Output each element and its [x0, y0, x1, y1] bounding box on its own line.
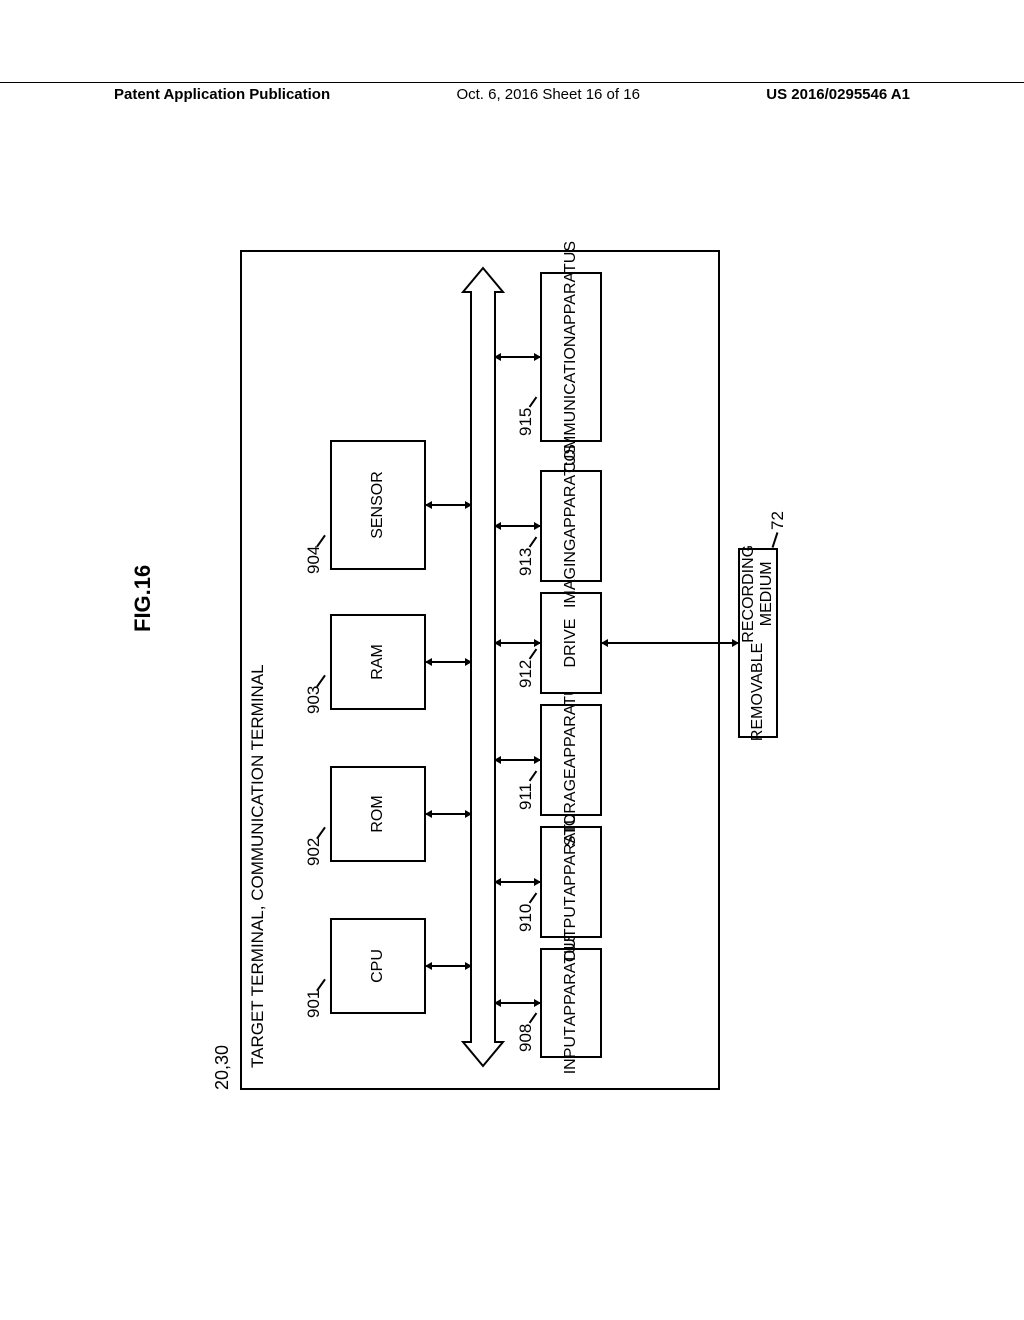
block-913: IMAGINGAPPARATUS — [540, 470, 602, 582]
outer-box — [240, 250, 720, 1090]
outer-ref: 20,30 — [212, 1045, 233, 1090]
ref-910: 910 — [516, 904, 536, 932]
block-911: STORAGEAPPARATUS — [540, 704, 602, 816]
block-901: CPU — [330, 918, 426, 1014]
ref-908: 908 — [516, 1024, 536, 1052]
conn-911 — [495, 759, 540, 761]
ref-903: 903 — [304, 686, 324, 714]
block-903: RAM — [330, 614, 426, 710]
ref-904: 904 — [304, 546, 324, 574]
diagram-rotator: 20,30 TARGET TERMINAL, COMMUNICATION TER… — [200, 210, 780, 1130]
diagram: 20,30 TARGET TERMINAL, COMMUNICATION TER… — [200, 210, 780, 1130]
ref-902: 902 — [304, 838, 324, 866]
header-center: Oct. 6, 2016 Sheet 16 of 16 — [456, 86, 639, 103]
block-908: INPUTAPPARATUS — [540, 948, 602, 1058]
ref-901: 901 — [304, 990, 324, 1018]
conn-903 — [426, 661, 471, 663]
conn-908 — [495, 1002, 540, 1004]
ref-915: 915 — [516, 408, 536, 436]
ref-72: 72 — [768, 511, 788, 530]
header-left: Patent Application Publication — [114, 86, 330, 103]
header-right: US 2016/0295546 A1 — [766, 86, 910, 103]
conn-904 — [426, 504, 471, 506]
conn-912 — [495, 642, 540, 644]
figure-area: FIG.16 20,30 TARGET TERMINAL, COMMUNICAT… — [120, 180, 880, 1180]
ref-911: 911 — [516, 783, 536, 810]
conn-72 — [602, 642, 738, 644]
ref-913: 913 — [516, 548, 536, 576]
block-72: REMOVABLERECORDING MEDIUM — [738, 548, 778, 738]
ref-912: 912 — [516, 660, 536, 688]
conn-915 — [495, 356, 540, 358]
conn-910 — [495, 881, 540, 883]
conn-901 — [426, 965, 471, 967]
conn-913 — [495, 525, 540, 527]
conn-902 — [426, 813, 471, 815]
block-904: SENSOR — [330, 440, 426, 570]
header-text: Patent Application Publication Oct. 6, 2… — [0, 86, 1024, 103]
outer-label: TARGET TERMINAL, COMMUNICATION TERMINAL — [248, 664, 268, 1068]
figure-title: FIG.16 — [130, 565, 156, 632]
page: Patent Application Publication Oct. 6, 2… — [0, 0, 1024, 1320]
block-915: COMMUNICATIONAPPARATUS — [540, 272, 602, 442]
block-902: ROM — [330, 766, 426, 862]
